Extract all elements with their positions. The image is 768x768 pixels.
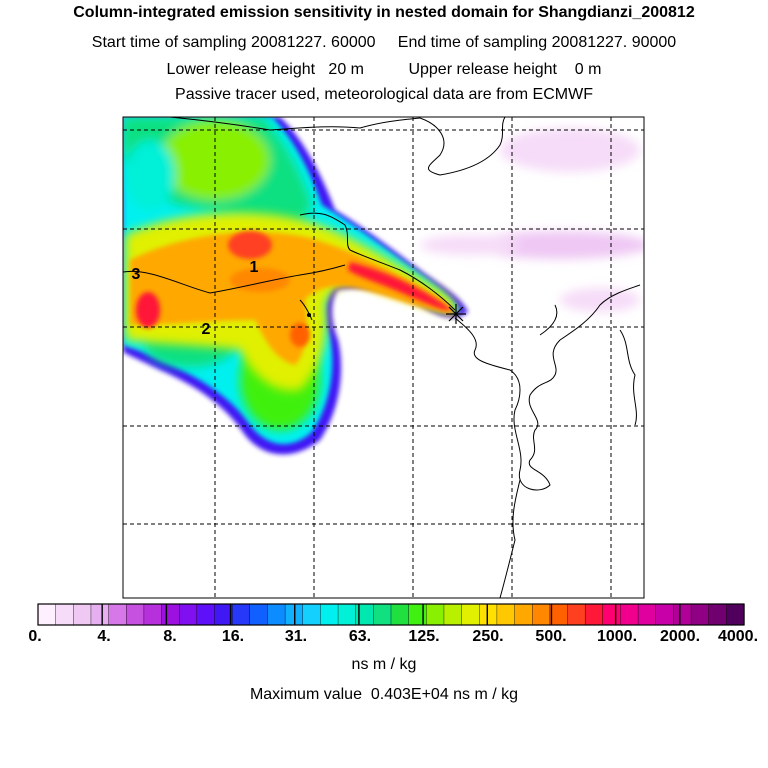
colorbar-cell bbox=[73, 603, 92, 626]
colorbar-tick-label: 0. bbox=[28, 628, 42, 645]
colorbar-cell bbox=[55, 603, 74, 626]
colorbar-cell bbox=[514, 603, 533, 626]
colorbar-cell bbox=[90, 603, 110, 626]
colorbar-cell bbox=[408, 603, 427, 626]
colorbar-cell bbox=[337, 603, 357, 626]
colorbar-cell bbox=[708, 603, 727, 626]
colorbar-cell bbox=[267, 603, 286, 626]
marker-label-2: 2 bbox=[202, 321, 211, 338]
colorbar-cell bbox=[443, 603, 463, 626]
maximum-value-text: Maximum value 0.403E+04 ns m / kg bbox=[249, 686, 519, 703]
colorbar-unit: ns m / kg bbox=[351, 656, 417, 673]
coastline-lines bbox=[123, 117, 641, 598]
sensitivity-plume bbox=[123, 117, 644, 455]
colorbar-cell bbox=[532, 603, 551, 626]
colorbar-cell bbox=[637, 603, 657, 626]
colorbar-tick-label: 16. bbox=[221, 628, 245, 645]
colorbar-cell bbox=[37, 603, 57, 626]
city-dot bbox=[307, 313, 311, 317]
colorbar-cell bbox=[673, 603, 692, 626]
colorbar-tick-label: 4000. bbox=[717, 628, 759, 645]
colorbar-cell bbox=[584, 603, 604, 626]
colorbar-cell bbox=[602, 603, 622, 626]
colorbar-cell bbox=[567, 603, 586, 626]
colorbar-cell bbox=[549, 603, 569, 626]
plot-title: Column-integrated emission sensitivity i… bbox=[73, 4, 695, 21]
colorbar-major-dividers bbox=[101, 604, 681, 625]
colorbar-tick-label: 4. bbox=[97, 628, 111, 645]
colorbar-cells bbox=[37, 603, 745, 626]
colorbar-cell bbox=[390, 603, 410, 626]
colorbar-cell bbox=[726, 603, 745, 626]
colorbar-cell bbox=[461, 603, 480, 626]
colorbar-cell bbox=[320, 603, 339, 626]
colorbar-tick-label: 2000. bbox=[659, 628, 701, 645]
colorbar-cell bbox=[496, 603, 516, 626]
colorbar-cell bbox=[249, 603, 269, 626]
colorbar-tick-label: 31. bbox=[284, 628, 308, 645]
colorbar-cell bbox=[373, 603, 392, 626]
colorbar-cell bbox=[655, 603, 674, 626]
colorbar-tick-label: 500. bbox=[535, 628, 567, 645]
colorbar-tick-label: 250. bbox=[472, 628, 504, 645]
colorbar-cell bbox=[161, 603, 180, 626]
colorbar-cell bbox=[214, 603, 233, 626]
colorbar-cell bbox=[108, 603, 127, 626]
map-frame bbox=[122, 116, 645, 599]
colorbar-tick-label: 63. bbox=[348, 628, 372, 645]
colorbar-cell bbox=[690, 603, 710, 626]
colorbar-cell bbox=[479, 603, 498, 626]
marker-label-1: 1 bbox=[250, 259, 259, 276]
colorbar-cell bbox=[302, 603, 321, 626]
colorbar-cell bbox=[196, 603, 216, 626]
colorbar-tick-label: 1000. bbox=[596, 628, 638, 645]
colorbar-cell bbox=[178, 603, 198, 626]
colorbar-cell bbox=[231, 603, 251, 626]
colorbar-tick-label: 125. bbox=[408, 628, 440, 645]
colorbar-cell bbox=[126, 603, 145, 626]
sampling-time-line: Start time of sampling 20081227. 60000 E… bbox=[91, 34, 677, 51]
colorbar-cell bbox=[143, 603, 163, 626]
star-marker-icon bbox=[446, 304, 466, 324]
tracer-info-line: Passive tracer used, meteorological data… bbox=[175, 86, 593, 103]
release-height-line: Lower release height 20 m Upper release … bbox=[166, 61, 602, 78]
marker-label-3: 3 bbox=[132, 266, 141, 283]
colorbar-tick-label: 8. bbox=[163, 628, 177, 645]
colorbar-cell bbox=[620, 603, 639, 626]
colorbar-cell bbox=[426, 603, 445, 626]
colorbar-frame bbox=[37, 603, 745, 626]
map-grid bbox=[123, 117, 644, 598]
